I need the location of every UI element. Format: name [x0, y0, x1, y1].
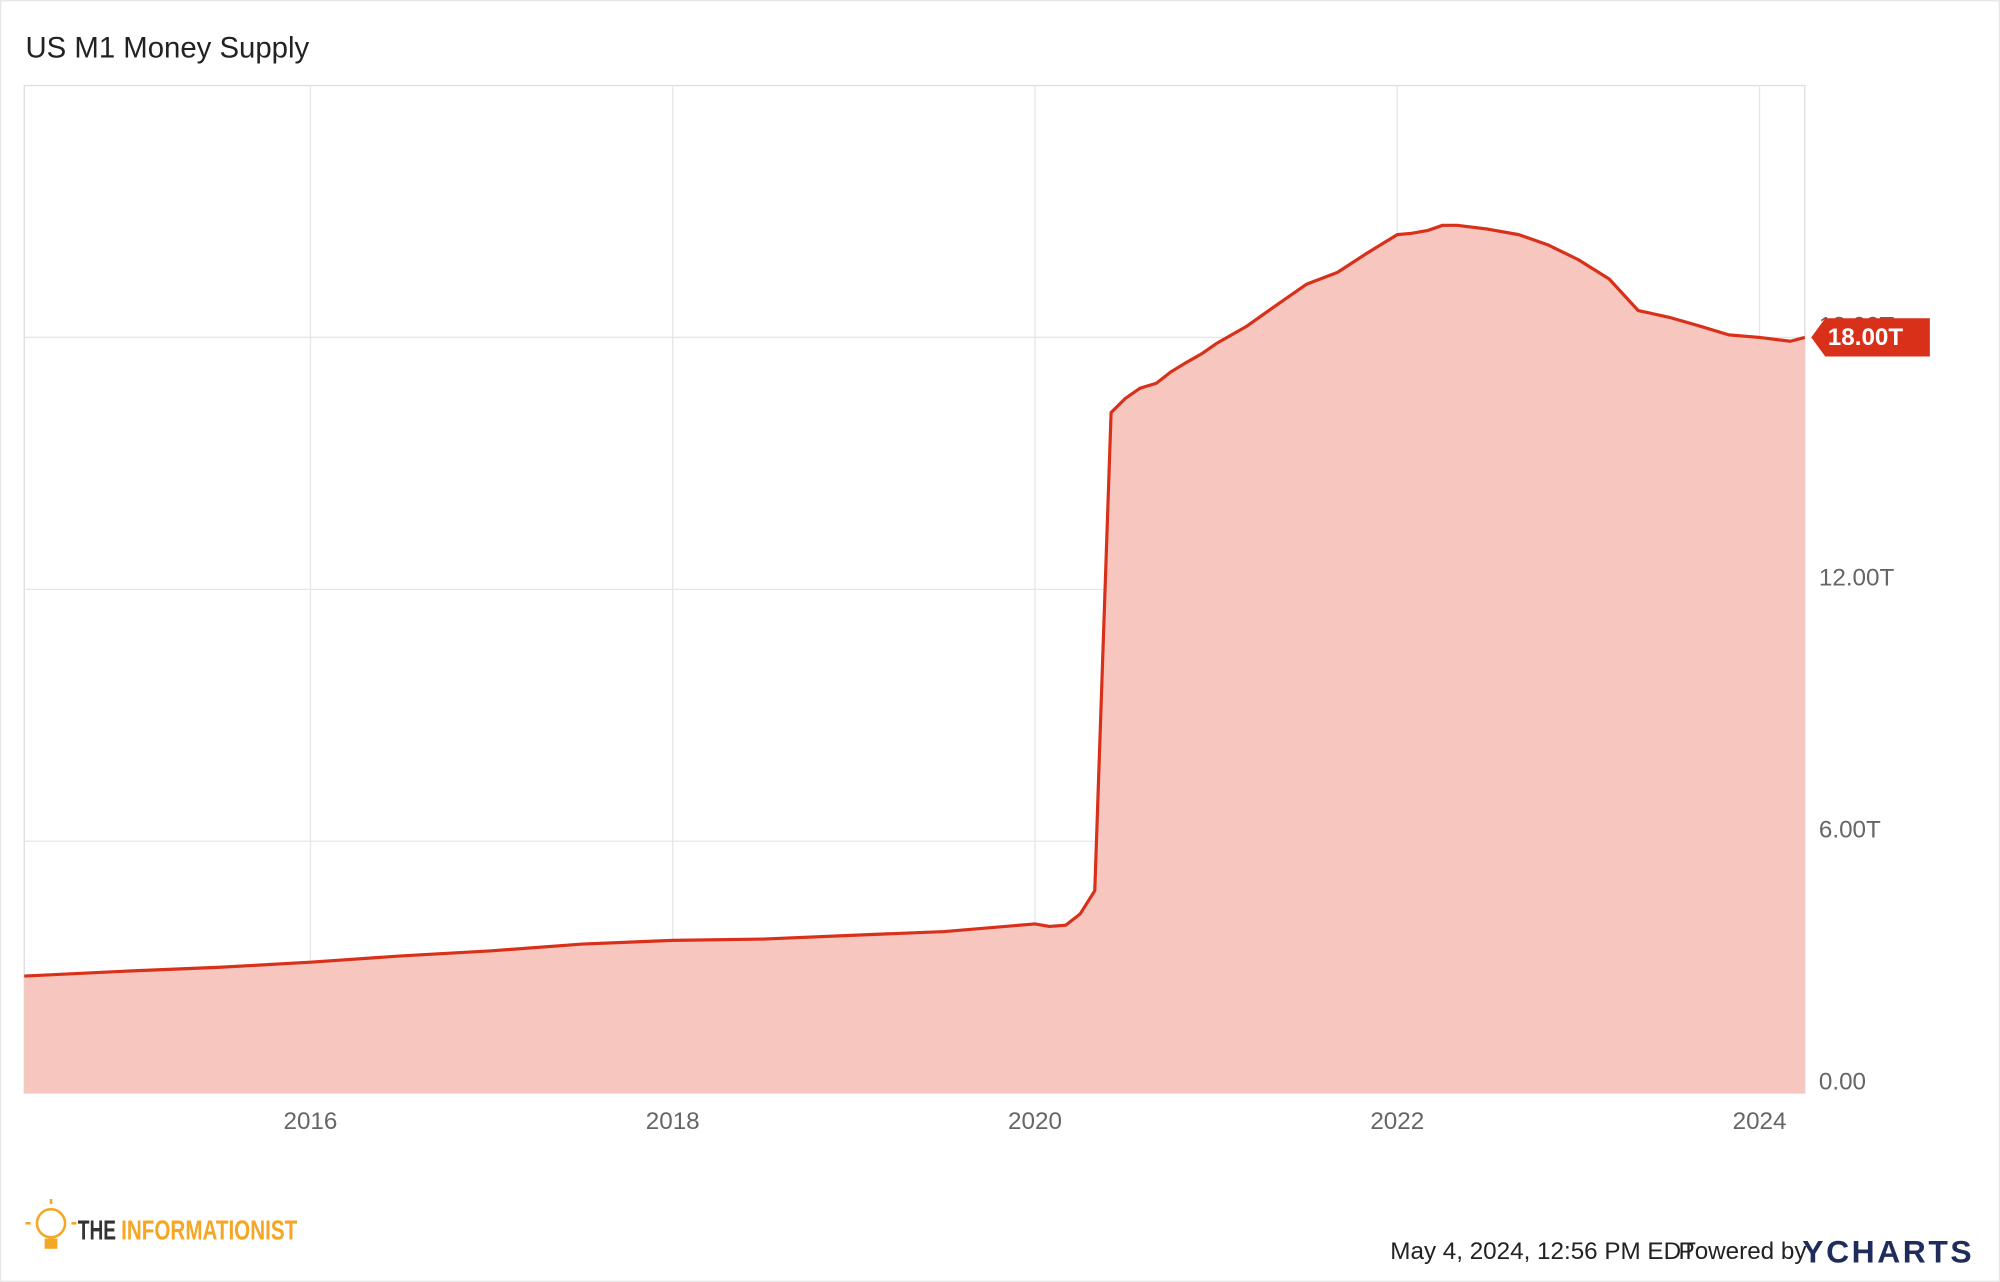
last-value-badge [1811, 318, 1930, 357]
timestamp: May 4, 2024, 12:56 PM EDT [1390, 1238, 1696, 1265]
chart-title: US M1 Money Supply [26, 32, 310, 65]
powered-by: Powered by [1679, 1238, 1808, 1265]
y-tick-label: 0.00 [1819, 1068, 1866, 1095]
x-tick-label: 2018 [646, 1108, 700, 1135]
x-tick-label: 2022 [1370, 1108, 1424, 1135]
plot-area: 2016 2018 2020 2022 2024 0.00 6.00T 12.00T 18.00… [23, 84, 1930, 1135]
logo-name: INFORMATIONIST [121, 1215, 297, 1246]
x-tick-label: 2016 [283, 1108, 337, 1135]
last-value-label: 18.00T [1828, 324, 1904, 351]
brand[interactable]: YCHARTS [1802, 1233, 1974, 1269]
x-tick-label: 2024 [1733, 1108, 1787, 1135]
area [24, 225, 1805, 1094]
y-tick-label: 12.00T [1819, 565, 1895, 592]
y-tick-label: 6.00T [1819, 816, 1881, 843]
logo-prefix: THE [78, 1215, 116, 1246]
x-tick-label: 2020 [1008, 1108, 1062, 1135]
logo-icon [25, 1199, 77, 1249]
line [24, 223, 1806, 978]
